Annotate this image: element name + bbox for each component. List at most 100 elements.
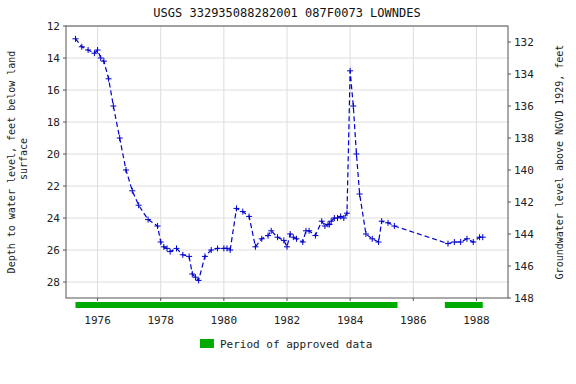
plot-frame: [66, 26, 508, 298]
y-axis: 121416182022242628: [47, 20, 66, 289]
approved-bar: [75, 302, 397, 308]
approved-bar: [445, 302, 483, 308]
data-marker: [341, 215, 347, 221]
y2-tick: [508, 138, 511, 139]
y-tick-label: 28: [47, 276, 60, 289]
data-marker: [357, 191, 363, 197]
chart: 1976197819801982198419861988121416182022…: [0, 0, 576, 384]
y2-label-group: Groundwater level above NGVD 1929, feet: [554, 45, 565, 280]
y2-tick: [508, 74, 511, 75]
y2-axis-label: Groundwater level above NGVD 1929, feet: [554, 45, 565, 280]
data-marker: [180, 252, 186, 258]
data-marker: [174, 245, 180, 251]
data-marker: [79, 44, 85, 50]
x-tick: [287, 298, 288, 301]
data-marker: [117, 135, 123, 141]
y-tick-label: 16: [47, 84, 60, 97]
data-marker: [186, 253, 192, 259]
legend-swatch: [200, 339, 214, 348]
data-marker: [233, 205, 239, 211]
data-marker: [189, 271, 195, 277]
plot-data: [72, 36, 485, 284]
y2-tick: [508, 42, 511, 43]
data-marker: [252, 244, 258, 250]
data-line: [75, 39, 482, 281]
x-grid-line: [350, 26, 351, 298]
x-grid-line: [476, 26, 477, 298]
data-marker: [215, 245, 221, 251]
data-marker: [300, 239, 306, 245]
data-marker: [246, 213, 252, 219]
data-marker: [91, 50, 97, 56]
y2-tick: [508, 202, 511, 203]
y2-tick-label: 140: [514, 164, 534, 177]
x-tick-label: 1976: [84, 314, 111, 327]
y-tick-label: 26: [47, 244, 60, 257]
y-tick-label: 14: [47, 52, 61, 65]
data-marker: [167, 249, 173, 255]
data-marker: [106, 76, 112, 82]
approved-bars: [75, 302, 482, 308]
x-grid-line: [223, 26, 224, 298]
data-marker: [376, 239, 382, 245]
x-tick-label: 1980: [211, 314, 238, 327]
data-marker: [208, 247, 214, 253]
x-grid-line: [287, 26, 288, 298]
data-marker: [353, 151, 359, 157]
y-tick-label: 24: [47, 212, 61, 225]
y-tick: [63, 218, 66, 219]
legend-label: Period of approved data: [220, 338, 372, 351]
data-marker: [293, 236, 299, 242]
y-grid-line: [66, 218, 508, 219]
x-tick-label: 1982: [274, 314, 301, 327]
data-marker: [95, 47, 101, 53]
data-marker: [202, 253, 208, 259]
data-marker: [110, 103, 116, 109]
data-marker: [451, 239, 457, 245]
data-marker: [379, 218, 385, 224]
data-marker: [85, 47, 91, 53]
data-marker: [391, 223, 397, 229]
data-marker: [344, 210, 350, 216]
y-tick: [63, 186, 66, 187]
data-marker: [347, 68, 353, 74]
data-marker: [98, 55, 104, 61]
x-tick: [413, 298, 414, 301]
y-tick: [63, 122, 66, 123]
data-marker: [319, 218, 325, 224]
x-tick: [350, 298, 351, 301]
y-grid-line: [66, 90, 508, 91]
data-marker: [445, 241, 451, 247]
y2-tick: [508, 298, 511, 299]
y-grid-line: [66, 154, 508, 155]
x-tick-label: 1978: [147, 314, 174, 327]
data-marker: [306, 228, 312, 234]
data-marker: [129, 188, 135, 194]
legend: Period of approved data: [200, 338, 372, 351]
data-marker: [312, 233, 318, 239]
data-marker: [192, 274, 198, 280]
y2-tick-label: 134: [514, 68, 534, 81]
data-marker: [145, 217, 151, 223]
plot-area: [66, 26, 508, 298]
data-marker: [350, 103, 356, 109]
y2-tick: [508, 266, 511, 267]
y2-tick-label: 148: [514, 292, 534, 305]
grid: [66, 26, 508, 298]
data-marker: [268, 228, 274, 234]
x-grid-line: [160, 26, 161, 298]
data-marker: [164, 245, 170, 251]
y2-tick-label: 132: [514, 36, 534, 49]
data-marker: [196, 277, 202, 283]
y-tick: [63, 154, 66, 155]
data-marker: [363, 231, 369, 237]
data-marker: [123, 167, 129, 173]
data-marker: [464, 236, 470, 242]
y-tick-label: 20: [47, 148, 60, 161]
x-tick-label: 1984: [337, 314, 364, 327]
y-tick-label: 22: [47, 180, 60, 193]
data-marker: [155, 223, 161, 229]
y-tick: [63, 90, 66, 91]
data-marker: [287, 231, 293, 237]
data-marker: [327, 221, 333, 227]
